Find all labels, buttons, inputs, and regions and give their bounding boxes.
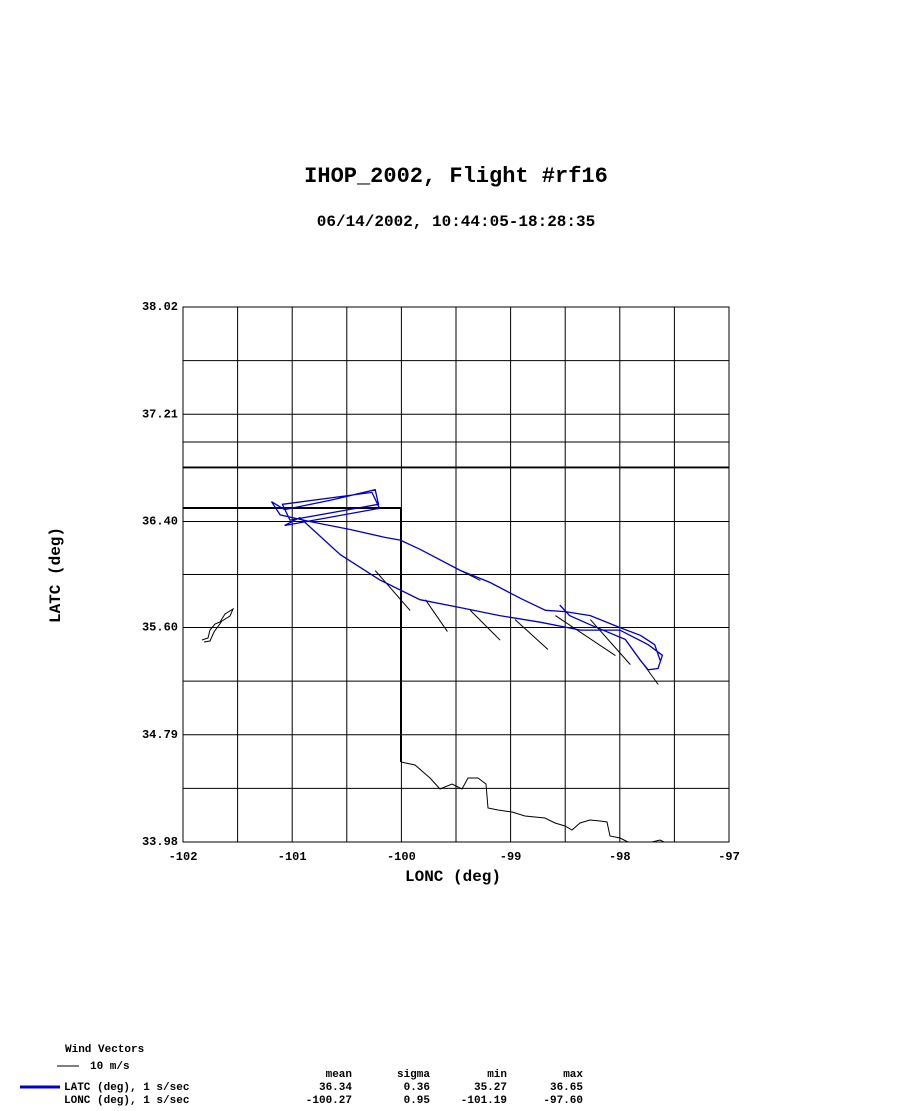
wind-vector	[469, 609, 501, 641]
wind-legend-scale: 10 m/s	[90, 1061, 130, 1073]
stats-cell: 0.95	[404, 1095, 431, 1107]
y-tick-label: 33.98	[142, 835, 178, 849]
river	[201, 607, 235, 643]
chart-subtitle: 06/14/2002, 10:44:05-18:28:35	[317, 213, 595, 231]
stats-cell: -101.19	[461, 1095, 507, 1107]
y-tick-label: 36.40	[142, 515, 178, 529]
wind-vector	[514, 619, 549, 650]
stats-header: min	[487, 1069, 507, 1081]
x-tick-label: -101	[278, 850, 307, 864]
wind-vector	[555, 615, 616, 657]
y-tick-label: 38.02	[142, 300, 178, 314]
x-tick-label: -98	[609, 850, 631, 864]
y-tick-label: 34.79	[142, 728, 178, 742]
chart-title: IHOP_2002, Flight #rf16	[304, 164, 608, 189]
stats-row-label: LONC (deg), 1 s/sec	[64, 1095, 189, 1107]
y-axis-label: LATC (deg)	[47, 527, 65, 623]
river	[400, 761, 629, 843]
stats-cell: 35.27	[474, 1082, 507, 1094]
y-tick-label: 37.21	[142, 407, 178, 421]
x-tick-label: -102	[169, 850, 198, 864]
flight-track	[270, 488, 664, 671]
x-axis-label: LONC (deg)	[405, 868, 501, 886]
x-tick-label: -97	[718, 850, 740, 864]
wind-vector	[425, 599, 448, 632]
stats-header: sigma	[397, 1069, 430, 1081]
stats-cell: 36.65	[550, 1082, 583, 1094]
x-tick-label: -100	[387, 850, 416, 864]
y-tick-label: 35.60	[142, 621, 178, 635]
x-tick-label: -99	[500, 850, 522, 864]
stats-cell: 0.36	[404, 1082, 430, 1094]
stats-cell: 36.34	[319, 1082, 352, 1094]
river	[651, 839, 665, 843]
plot-frame	[182, 306, 730, 843]
stats-cell: -97.60	[543, 1095, 583, 1107]
stats-cell: -100.27	[306, 1095, 352, 1107]
legend-label: LATC (deg), 1 s/sec	[64, 1082, 189, 1094]
stats-header: mean	[326, 1069, 352, 1081]
wind-vector	[589, 619, 631, 665]
wind-legend-title: Wind Vectors	[65, 1044, 144, 1056]
stats-header: max	[563, 1069, 583, 1081]
wind-vector	[374, 570, 411, 611]
